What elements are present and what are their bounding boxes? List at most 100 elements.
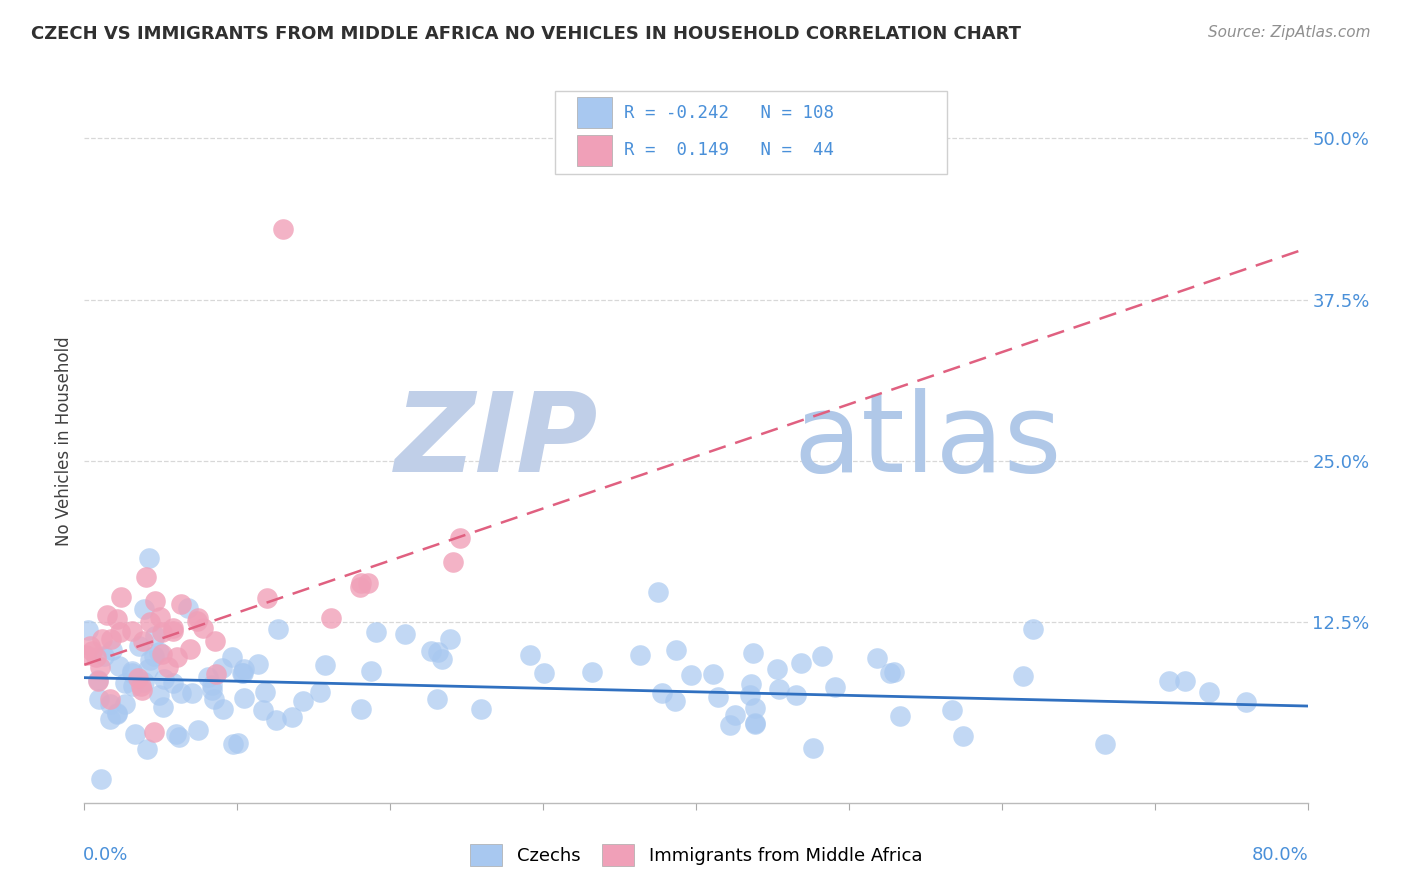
- Point: [439, 632, 461, 646]
- Point: [226, 736, 249, 750]
- Text: R =  0.149   N =  44: R = 0.149 N = 44: [624, 141, 834, 160]
- Point: [132, 602, 155, 616]
- Point: [191, 621, 214, 635]
- Point: [1012, 669, 1035, 683]
- Point: [941, 704, 963, 718]
- Point: [127, 671, 149, 685]
- Point: [222, 737, 245, 751]
- Point: [889, 709, 911, 723]
- Point: [212, 702, 235, 716]
- Point: [707, 690, 730, 705]
- Point: [98, 712, 121, 726]
- Text: 0.0%: 0.0%: [83, 847, 128, 864]
- Point: [952, 729, 974, 743]
- Point: [801, 741, 824, 756]
- Point: [647, 585, 669, 599]
- Point: [519, 648, 541, 662]
- Point: [221, 649, 243, 664]
- Point: [866, 651, 889, 665]
- Point: [79, 639, 101, 653]
- Point: [124, 726, 146, 740]
- Bar: [578, 135, 612, 166]
- Point: [231, 665, 253, 680]
- Point: [211, 661, 233, 675]
- Point: [100, 632, 122, 647]
- Bar: [578, 97, 612, 128]
- Point: [138, 615, 160, 629]
- Point: [149, 610, 172, 624]
- Point: [128, 639, 150, 653]
- Point: [430, 652, 453, 666]
- Point: [135, 570, 157, 584]
- Point: [665, 643, 688, 657]
- Point: [121, 665, 143, 679]
- Point: [470, 702, 492, 716]
- Point: [105, 706, 128, 721]
- Text: atlas: atlas: [794, 388, 1063, 495]
- Point: [533, 665, 555, 680]
- Point: [170, 597, 193, 611]
- Point: [267, 622, 290, 636]
- Point: [879, 666, 901, 681]
- Point: [789, 656, 811, 670]
- Text: 80.0%: 80.0%: [1253, 847, 1309, 864]
- Point: [824, 680, 846, 694]
- Point: [142, 724, 165, 739]
- Point: [740, 688, 762, 702]
- Point: [93, 649, 115, 664]
- Point: [1198, 684, 1220, 698]
- Point: [96, 608, 118, 623]
- Legend: Czechs, Immigrants from Middle Africa: Czechs, Immigrants from Middle Africa: [470, 844, 922, 866]
- Point: [426, 645, 449, 659]
- Point: [176, 601, 198, 615]
- Point: [581, 665, 603, 679]
- Point: [197, 670, 219, 684]
- Point: [200, 682, 222, 697]
- Point: [77, 624, 100, 638]
- Point: [167, 730, 190, 744]
- Point: [1094, 737, 1116, 751]
- Point: [152, 699, 174, 714]
- Text: ZIP: ZIP: [395, 388, 598, 495]
- Text: R = -0.242   N = 108: R = -0.242 N = 108: [624, 103, 834, 122]
- Point: [143, 649, 166, 664]
- Point: [187, 611, 209, 625]
- Point: [651, 686, 673, 700]
- Point: [264, 713, 287, 727]
- Point: [357, 576, 380, 591]
- Point: [179, 641, 201, 656]
- Point: [204, 634, 226, 648]
- Point: [132, 674, 155, 689]
- Point: [350, 576, 373, 591]
- Point: [75, 648, 97, 662]
- Point: [664, 694, 686, 708]
- Point: [350, 702, 373, 716]
- Point: [744, 716, 766, 731]
- Point: [110, 590, 132, 604]
- Point: [253, 684, 276, 698]
- Point: [87, 674, 110, 689]
- Y-axis label: No Vehicles in Household: No Vehicles in Household: [55, 336, 73, 547]
- Point: [108, 625, 131, 640]
- Point: [883, 665, 905, 679]
- Point: [420, 644, 443, 658]
- Point: [152, 647, 174, 661]
- Point: [256, 591, 278, 606]
- Point: [366, 624, 388, 639]
- Point: [80, 643, 103, 657]
- Point: [148, 645, 170, 659]
- Text: CZECH VS IMMIGRANTS FROM MIDDLE AFRICA NO VEHICLES IN HOUSEHOLD CORRELATION CHAR: CZECH VS IMMIGRANTS FROM MIDDLE AFRICA N…: [31, 25, 1021, 43]
- Point: [232, 666, 254, 681]
- Point: [232, 662, 254, 676]
- Bar: [555, 91, 946, 174]
- Point: [84, 650, 107, 665]
- Point: [162, 624, 184, 638]
- Point: [129, 679, 152, 693]
- Point: [87, 692, 110, 706]
- Point: [247, 657, 270, 672]
- Point: [718, 718, 741, 732]
- Point: [766, 662, 789, 676]
- Point: [349, 580, 371, 594]
- Point: [135, 742, 157, 756]
- Point: [742, 646, 765, 660]
